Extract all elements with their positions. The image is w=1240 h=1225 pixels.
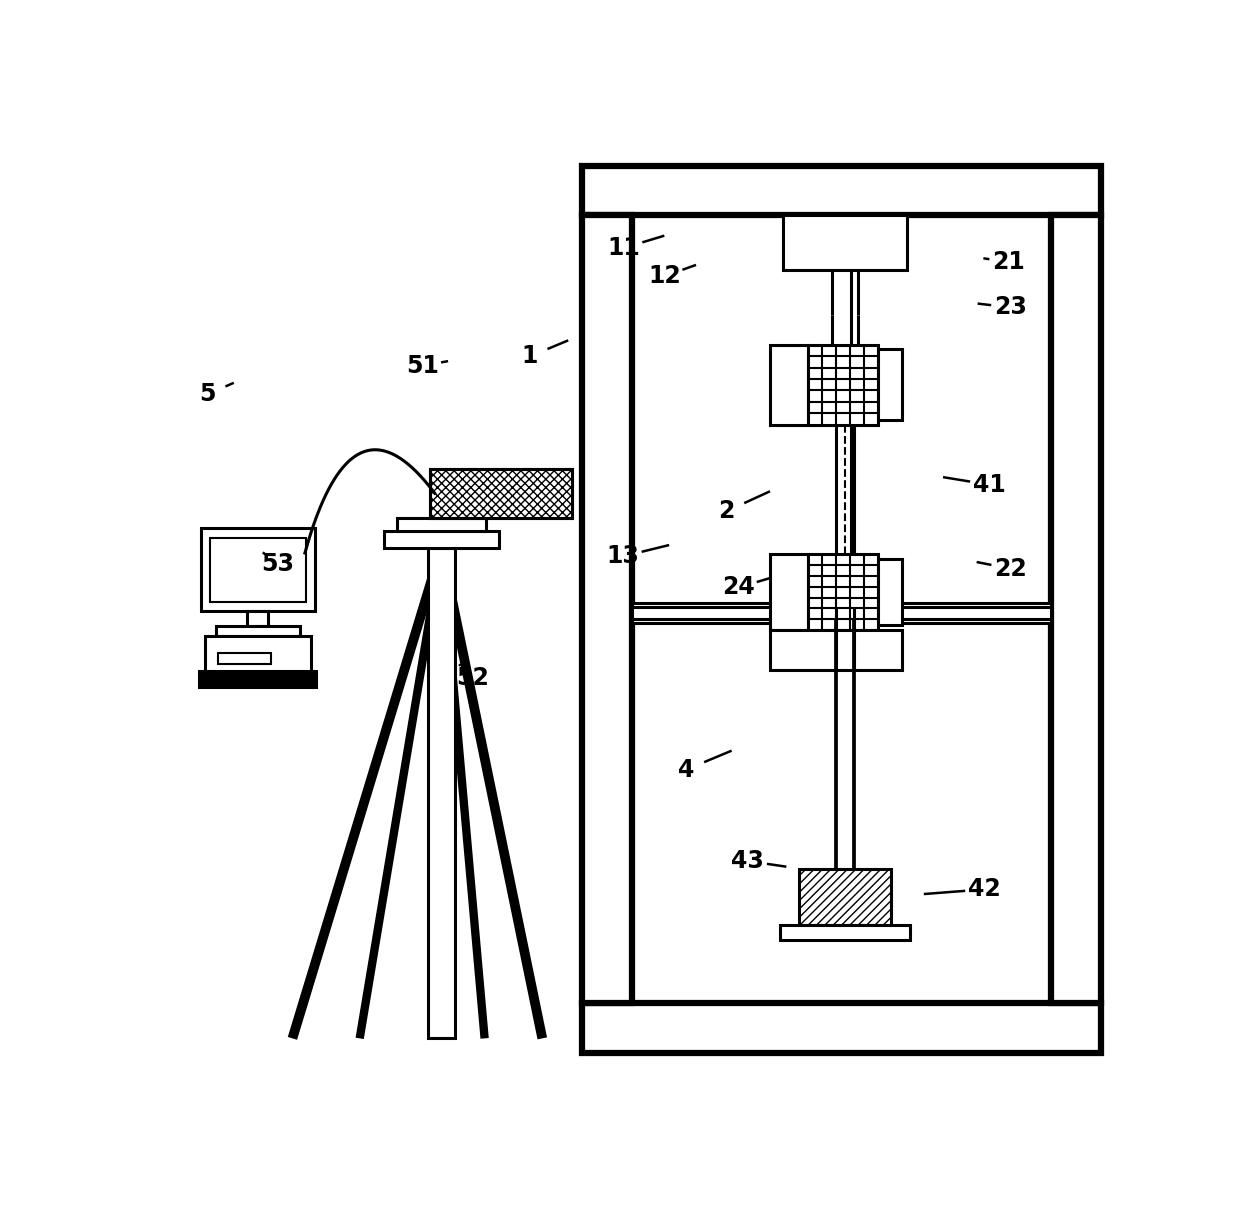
Bar [582, 1003, 1101, 1052]
Text: 24: 24 [722, 576, 755, 599]
Text: 5: 5 [200, 382, 216, 407]
Bar [800, 869, 890, 925]
Bar [631, 603, 1050, 624]
Text: 43: 43 [732, 849, 764, 873]
Bar [200, 671, 316, 686]
Text: 23: 23 [993, 295, 1027, 320]
Text: 51: 51 [405, 354, 439, 377]
Text: 1: 1 [522, 344, 538, 369]
Text: 42: 42 [968, 877, 1001, 902]
Bar [770, 630, 901, 670]
Text: 41: 41 [972, 473, 1006, 496]
Bar [430, 469, 572, 518]
Bar [782, 214, 908, 270]
Bar [808, 344, 878, 425]
Text: 11: 11 [608, 236, 640, 260]
Bar [218, 653, 272, 664]
Bar [247, 611, 268, 626]
Bar [383, 530, 498, 548]
Bar [808, 555, 878, 630]
Bar [430, 469, 572, 518]
Text: 13: 13 [606, 544, 640, 568]
Text: 2: 2 [719, 499, 735, 523]
Text: 4: 4 [678, 757, 694, 782]
Bar [582, 214, 631, 1003]
Text: 12: 12 [649, 265, 681, 288]
Text: 53: 53 [262, 552, 295, 576]
Text: 22: 22 [994, 556, 1027, 581]
Bar [1050, 214, 1101, 1003]
Bar [428, 548, 455, 1039]
Bar [770, 344, 808, 425]
Text: 21: 21 [992, 250, 1024, 274]
Bar [780, 925, 910, 941]
Bar [397, 518, 486, 530]
Bar [770, 555, 808, 630]
Bar [582, 165, 1101, 214]
Text: 52: 52 [455, 666, 489, 690]
Bar [210, 538, 306, 601]
Bar [205, 636, 311, 674]
Bar [878, 559, 901, 625]
Bar [878, 349, 901, 420]
Bar [201, 528, 315, 611]
Bar [216, 626, 300, 636]
